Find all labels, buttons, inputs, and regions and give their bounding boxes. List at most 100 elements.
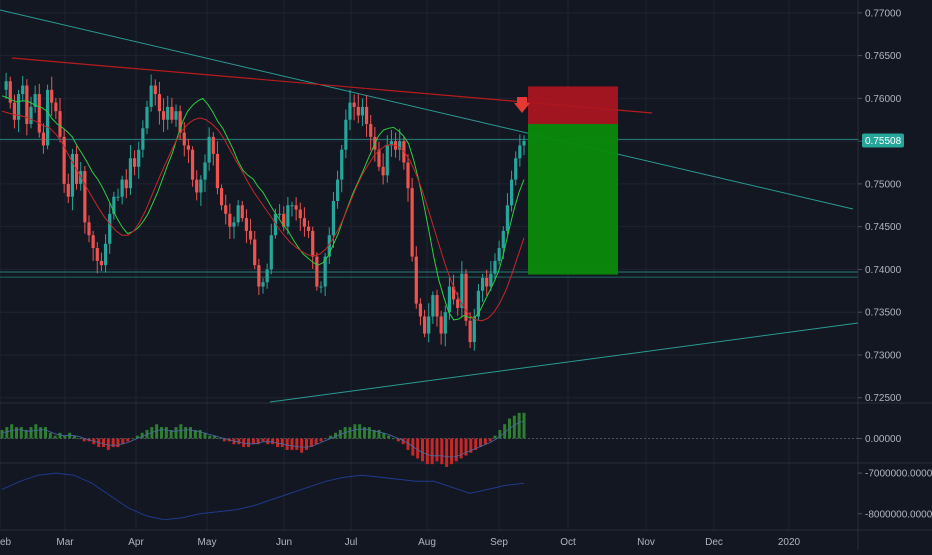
macd-bar <box>237 438 241 445</box>
macd-bar <box>493 435 497 439</box>
candle-body <box>108 213 112 244</box>
macd-bar <box>15 427 18 439</box>
candle-body <box>33 94 37 107</box>
macd-bar <box>189 427 192 439</box>
candle-body <box>62 136 66 184</box>
macd-bar <box>193 429 197 439</box>
candle-body <box>377 149 381 167</box>
macd-bar <box>19 427 23 439</box>
trendline-ascending[interactable] <box>269 322 859 403</box>
candle-body <box>244 218 249 231</box>
candle-body <box>66 183 70 197</box>
candle-body <box>54 102 58 112</box>
down-arrow-icon <box>514 97 530 113</box>
time-tick-label: eb <box>0 537 12 548</box>
macd-bar <box>34 424 38 439</box>
candle-body <box>103 243 108 266</box>
time-tick-label: May <box>198 537 217 548</box>
candle-body <box>12 102 17 120</box>
macd-tick-label: 0.00000 <box>865 434 902 445</box>
macd-bar <box>39 427 43 439</box>
candle-body <box>273 213 278 236</box>
candle-body <box>240 205 244 219</box>
macd-bar <box>348 427 352 439</box>
macd-pane <box>0 412 858 467</box>
time-tick-label: Sep <box>490 537 508 548</box>
time-tick-label: Aug <box>418 537 436 548</box>
macd-bar <box>290 438 294 450</box>
candle-body <box>298 209 302 219</box>
candle-body <box>385 145 389 176</box>
time-tick-label: Oct <box>560 537 576 548</box>
candle-body <box>137 149 141 167</box>
candle-body <box>174 111 178 120</box>
macd-bar <box>203 432 207 439</box>
candle-body <box>70 153 75 197</box>
osc-tick-label: -7000000.00000 <box>865 469 932 480</box>
current-price-badge <box>862 133 904 148</box>
candle-body <box>45 89 50 146</box>
candle-body <box>120 179 124 197</box>
candle-body <box>286 205 290 227</box>
macd-bar <box>285 438 289 450</box>
macd-bar <box>319 438 323 442</box>
macd-bar <box>517 412 521 439</box>
macd-bar <box>450 438 453 465</box>
take-profit-zone[interactable] <box>528 124 618 275</box>
candle-body <box>99 260 104 266</box>
candle-body <box>290 205 294 207</box>
candle-body <box>8 81 12 103</box>
candle-body <box>344 119 348 150</box>
candle-body <box>178 111 182 133</box>
candle-body <box>327 235 331 257</box>
macd-bar <box>261 438 265 442</box>
macd-bar <box>208 435 212 439</box>
macd-bar <box>77 438 81 440</box>
candle-body <box>157 94 162 112</box>
price-tick-label: 0.73500 <box>865 308 902 319</box>
macd-bar <box>425 438 429 465</box>
candle-body <box>485 277 489 287</box>
macd-bar <box>53 435 57 439</box>
candle-layer <box>4 72 526 351</box>
macd-bar <box>198 429 202 439</box>
candle-body <box>41 132 46 146</box>
candle-body <box>468 320 472 343</box>
candle-body <box>302 218 307 227</box>
macd-bar <box>280 438 284 448</box>
candle-body <box>418 303 423 317</box>
macd-bar <box>440 438 444 465</box>
candle-body <box>87 222 91 236</box>
candle-body <box>505 205 510 231</box>
macd-bar <box>169 429 173 439</box>
candle-body <box>116 196 120 198</box>
time-tick-label: 2020 <box>778 537 801 548</box>
trendline-descending[interactable] <box>0 9 854 210</box>
stop-loss-zone[interactable] <box>528 86 618 125</box>
axis-layer: -7000000.00000 -8000000.00000 0.77000 0.765… <box>0 8 932 548</box>
candle-body <box>398 141 402 150</box>
candle-body <box>306 226 311 231</box>
candle-body <box>203 162 207 180</box>
macd-bar <box>68 432 72 439</box>
candle-body <box>497 248 501 261</box>
candle-body <box>219 188 224 206</box>
macd-bar <box>276 438 279 448</box>
macd-bar <box>271 438 275 445</box>
candle-body <box>257 265 261 287</box>
candle-body <box>514 158 518 180</box>
macd-bar <box>295 438 299 450</box>
candle-body <box>389 141 394 146</box>
macd-bar <box>300 438 304 453</box>
macd-bar <box>430 438 434 465</box>
macd-bar <box>503 424 507 439</box>
candle-body <box>509 179 514 206</box>
candle-body <box>360 106 365 116</box>
candle-body <box>381 166 385 176</box>
candle-body <box>112 196 116 214</box>
macd-bar <box>416 438 420 459</box>
macd-bar <box>73 435 76 439</box>
